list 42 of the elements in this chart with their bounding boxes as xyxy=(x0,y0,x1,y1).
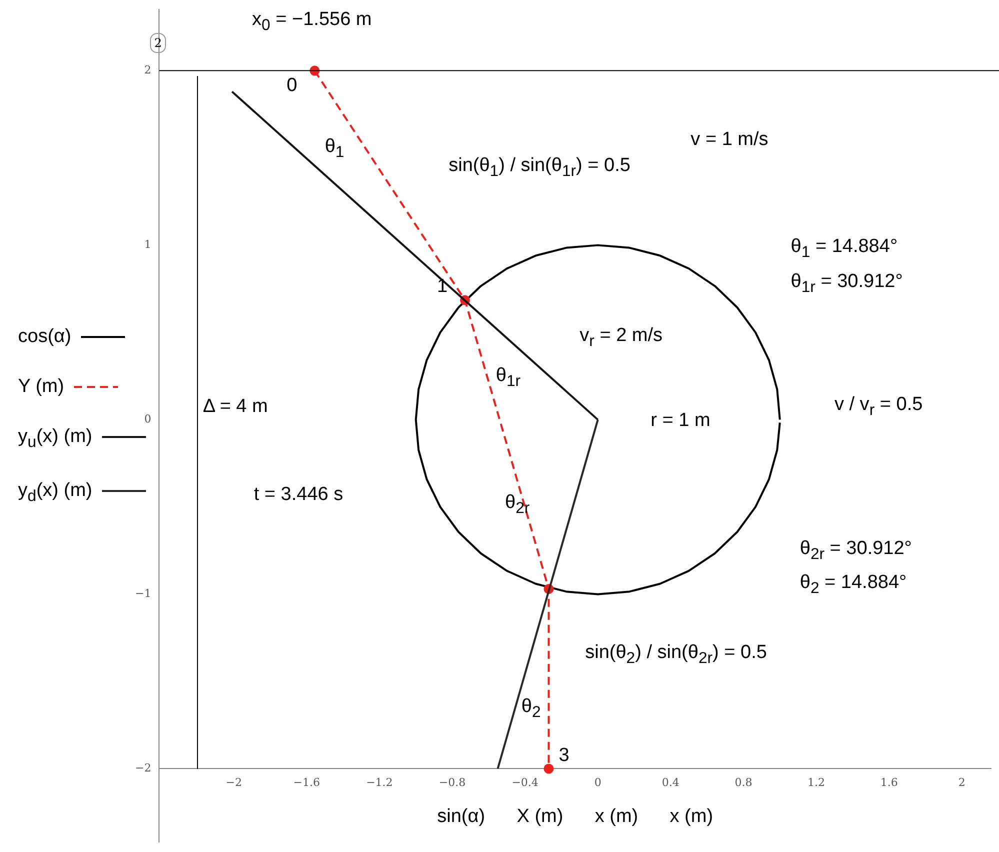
annotation: θ$_{1}$ = 14.884° xyxy=(790,236,898,262)
x-tick-label: 1.2 xyxy=(808,776,826,790)
y-tick-label: 0 xyxy=(144,412,152,426)
legend-label: cos(α) xyxy=(18,326,72,347)
annotation: r = 1 m xyxy=(650,410,710,432)
annotation: sin(θ$_{2}$) / sin(θ$_{2r}$) = 0.5 xyxy=(585,642,767,668)
x-tick-label: 0.4 xyxy=(662,776,680,790)
annotation: 1 xyxy=(436,276,448,298)
x-tick-label: −0.8 xyxy=(438,776,466,790)
x-tick-label: 2 xyxy=(958,776,966,790)
y-tick-label: −1 xyxy=(134,587,152,600)
y-tick-label: −2 xyxy=(134,762,152,775)
annotation: θ$_{2r}$ = 30.912° xyxy=(800,538,912,564)
x-axis-title: sin(α) X (m) x (m) x (m) xyxy=(437,806,714,828)
point xyxy=(544,764,554,774)
annotation: sin(θ$_{1}$) / sin(θ$_{1r}$) = 0.5 xyxy=(448,155,630,182)
x-tick-label: −2 xyxy=(226,776,242,790)
annotation: v / v$_{r}$ = 0.5 xyxy=(834,394,923,420)
x-tick-label: −0.4 xyxy=(512,776,538,790)
annotation: v$_{r}$ = 2 m/s xyxy=(580,324,663,351)
legend-label: y$_{u}$(x) (m) xyxy=(18,426,92,451)
annotation: x$_{0}$ = −1.556 m xyxy=(252,8,372,35)
legend-label: y$_{d}$(x) (m) xyxy=(18,480,92,505)
x-tick-label: 0 xyxy=(594,776,602,790)
annotation: θ$_{2}$ = 14.884° xyxy=(800,572,907,598)
annotation: v = 1 m/s xyxy=(690,129,768,152)
x-tick-label: −1.6 xyxy=(293,776,320,790)
annotation: 0 xyxy=(286,74,298,97)
x-tick-label: −1.2 xyxy=(366,776,393,790)
x-tick-label: 1.6 xyxy=(880,776,898,790)
x-tick-label: 0.8 xyxy=(734,776,752,790)
annotation: Δ = 4 m xyxy=(202,396,268,418)
annotation: θ$_{2}$ xyxy=(521,696,541,722)
y-tick-label: 2 xyxy=(144,64,152,77)
legend-label: Y (m) xyxy=(18,376,64,397)
annotation: t = 3.446 s xyxy=(254,484,344,506)
annotation: θ$_{2r}$ xyxy=(505,492,530,518)
annotation: 3 xyxy=(558,744,570,767)
annotation: θ$_{1r}$ = 30.912° xyxy=(790,270,903,296)
annotation: θ$_{1}$ xyxy=(324,136,344,162)
y-tick-label: 1 xyxy=(144,238,152,252)
annotation: θ$_{1r}$ xyxy=(496,364,521,391)
